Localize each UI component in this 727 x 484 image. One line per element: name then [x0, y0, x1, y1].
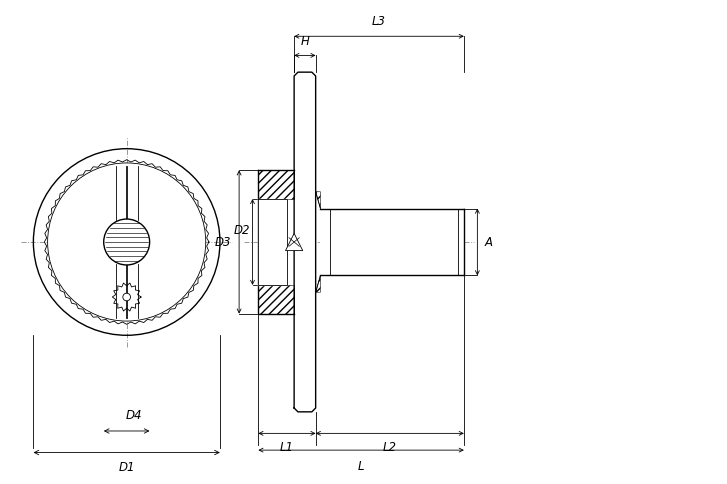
Polygon shape — [321, 209, 464, 275]
Polygon shape — [258, 170, 294, 314]
Text: D2: D2 — [234, 224, 251, 237]
Polygon shape — [294, 72, 316, 412]
Polygon shape — [286, 233, 302, 251]
Polygon shape — [258, 199, 287, 285]
Circle shape — [47, 163, 206, 321]
Text: H: H — [300, 35, 309, 48]
Circle shape — [104, 219, 150, 265]
Text: L1: L1 — [280, 441, 294, 454]
Circle shape — [123, 293, 131, 301]
Text: A: A — [485, 236, 493, 248]
Text: H7: H7 — [262, 224, 276, 233]
Text: L3: L3 — [372, 15, 386, 28]
Text: D1: D1 — [119, 461, 135, 474]
Text: L2: L2 — [383, 441, 397, 454]
Text: D4: D4 — [125, 409, 142, 423]
Text: D3: D3 — [215, 236, 231, 248]
Text: L: L — [358, 460, 364, 473]
